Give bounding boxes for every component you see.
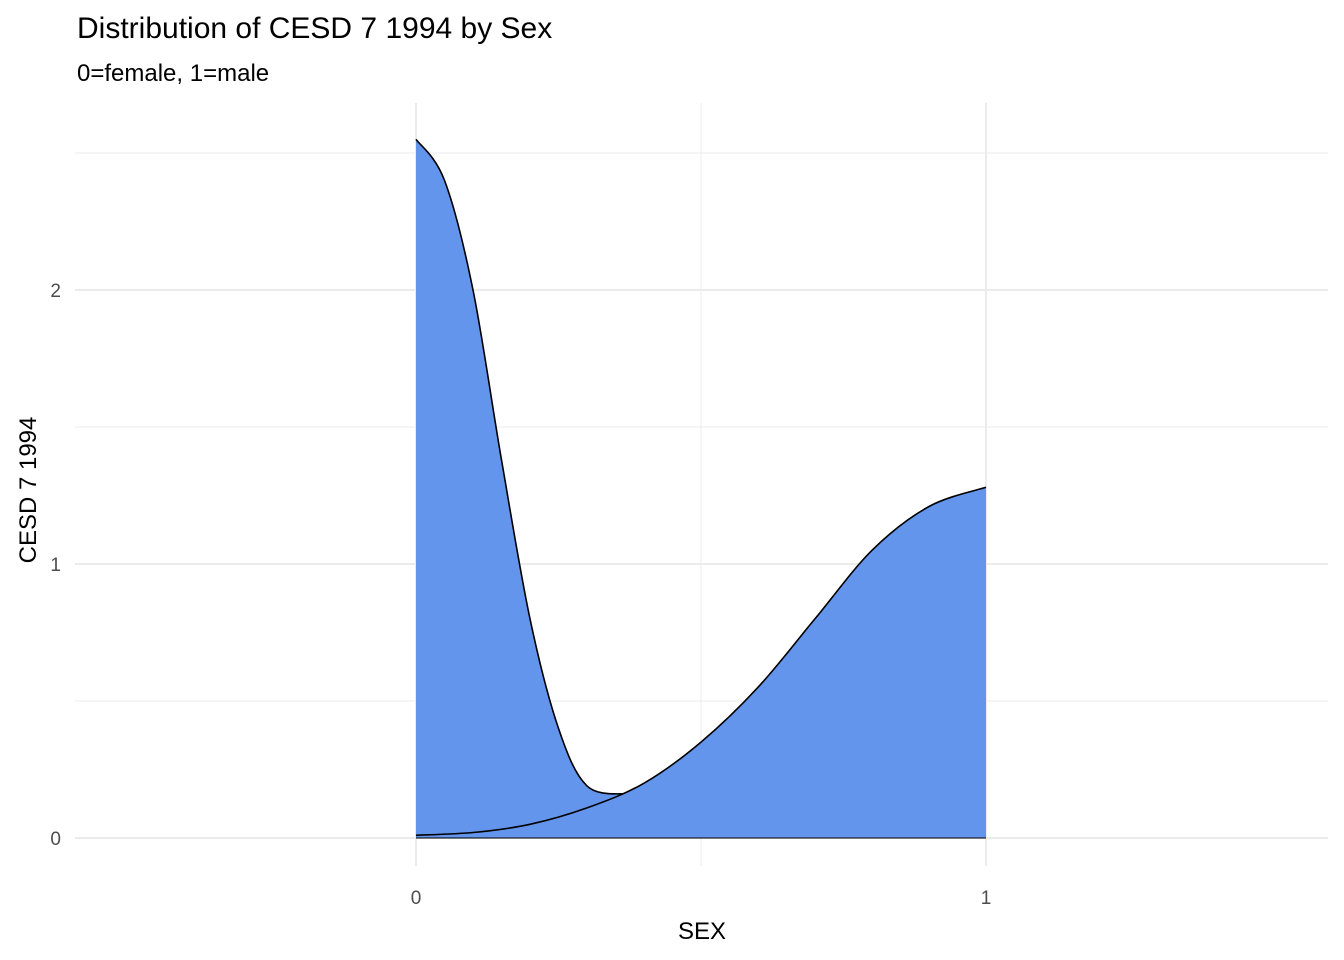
- y-tick-labels: 0 1 2: [50, 281, 61, 850]
- y-axis-title: CESD 7 1994: [15, 417, 42, 564]
- chart-subtitle: 0=female, 1=male: [77, 60, 270, 87]
- y-tick-label: 1: [50, 555, 61, 576]
- x-axis-title: SEX: [678, 918, 726, 945]
- x-tick-label: 0: [411, 888, 422, 909]
- density-area-0: [416, 139, 627, 839]
- y-tick-label: 0: [50, 829, 61, 850]
- chart-title: Distribution of CESD 7 1994 by Sex: [77, 12, 553, 45]
- density-area-1: [416, 487, 986, 838]
- density-areas: [415, 138, 987, 839]
- density-outline-0: [415, 138, 628, 795]
- x-tick-label: 1: [981, 888, 992, 909]
- minor-gridlines: [75, 103, 1328, 866]
- density-outline-1: [415, 486, 987, 837]
- y-tick-label: 2: [50, 281, 61, 302]
